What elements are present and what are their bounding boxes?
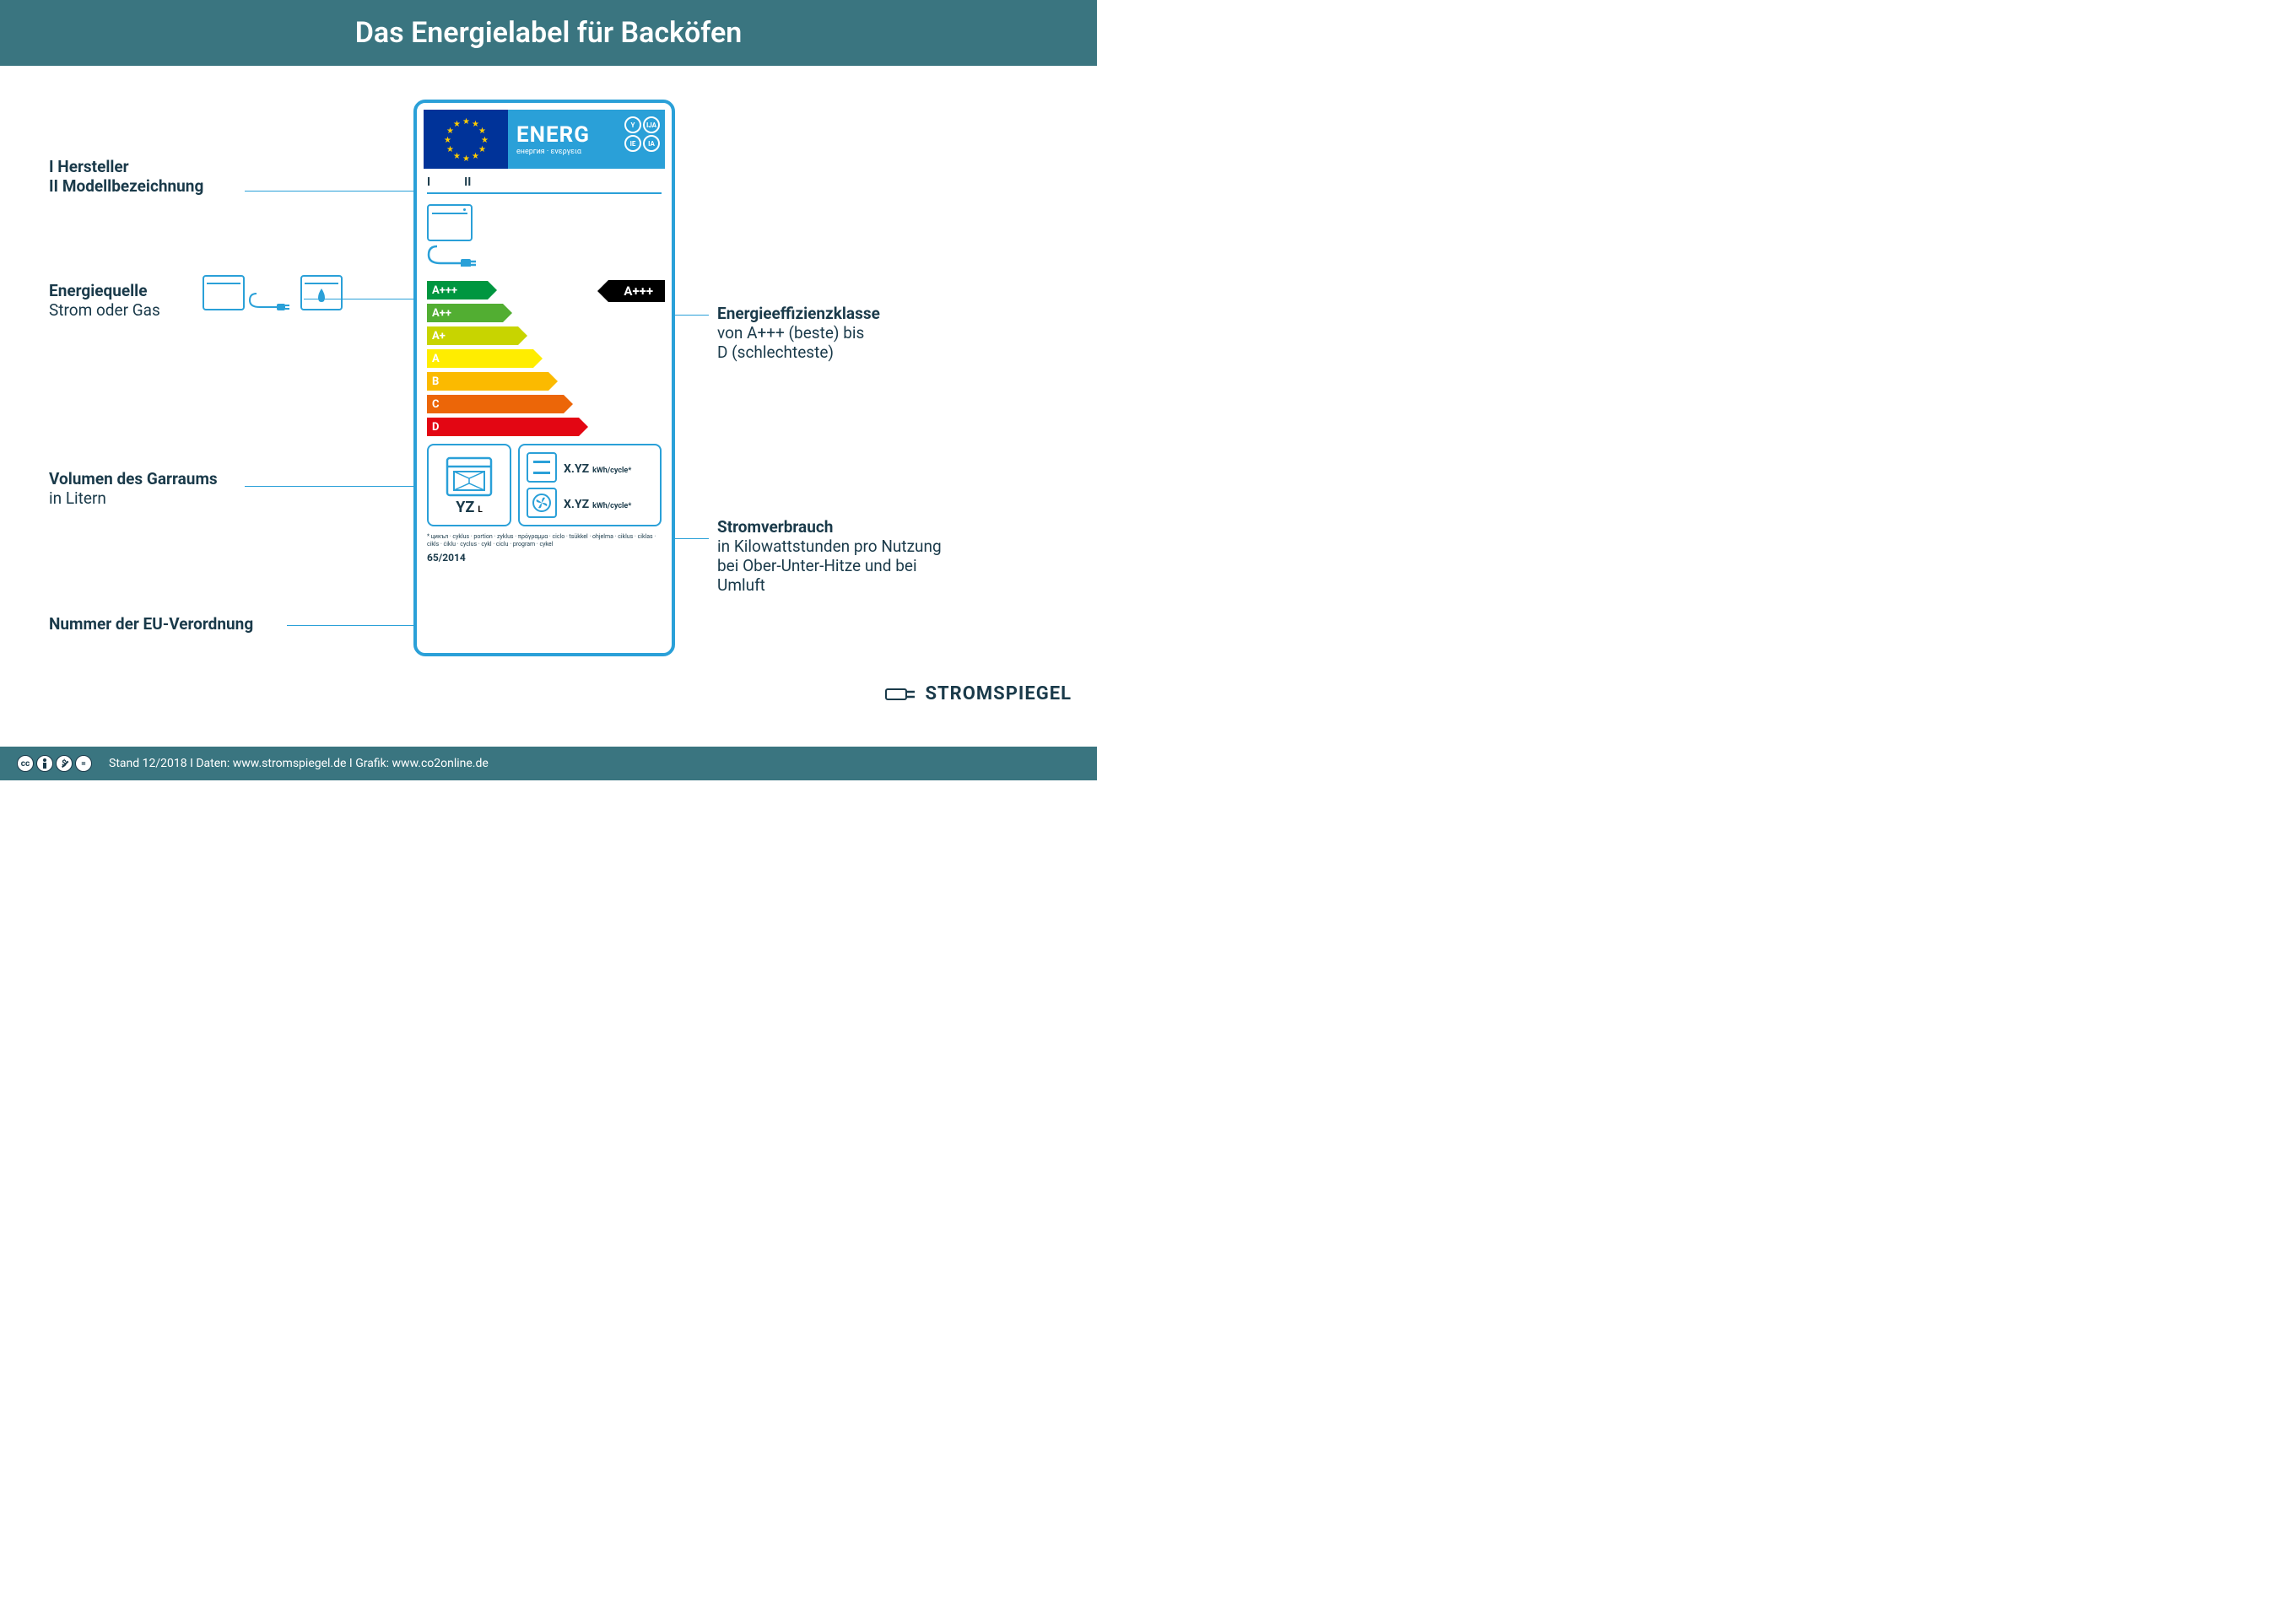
cc-license-icons: cc $= — [17, 755, 92, 772]
language-code: Y — [624, 116, 641, 133]
annotation-source: Energiequelle Strom oder Gas — [49, 281, 160, 320]
annotation-class: Energieeffizienzklasse von A+++ (beste) … — [717, 304, 880, 362]
gas-oven-icon — [300, 275, 343, 310]
footer: cc $= Stand 12/2018 I Daten: www.stromspi… — [0, 747, 1097, 780]
marker-model: II — [464, 175, 471, 189]
header: Das Energielabel für Backöfen — [0, 0, 1097, 66]
electric-oven-icon — [203, 275, 290, 314]
annotation-text: Strom oder Gas — [49, 300, 160, 320]
annotation-text: bei Ober-Unter-Hitze und bei — [717, 556, 942, 575]
annotation-text: II Modellbezeichnung — [49, 176, 203, 196]
annotation-text: von A+++ (beste) bis — [717, 323, 880, 343]
bottom-row: YZ L X.YZ kWh/cycle* X.YZ kWh/cycle* — [427, 444, 662, 526]
rating-bar: A — [427, 349, 533, 368]
footer-text: Stand 12/2018 I Daten: www.stromspiegel.… — [109, 757, 1080, 770]
rating-bar: A++ — [427, 304, 503, 322]
brand-text: STROMSPIEGEL — [925, 683, 1072, 704]
annotation-text: Umluft — [717, 575, 942, 595]
consumption-fan: X.YZ kWh/cycle* — [527, 488, 653, 518]
rating-row: D — [427, 417, 662, 437]
consumption-box: X.YZ kWh/cycle* X.YZ kWh/cycle* — [518, 444, 662, 526]
leader-line — [245, 191, 426, 192]
annotation-consumption: Stromverbrauch in Kilowattstunden pro Nu… — [717, 517, 942, 595]
rating-bar: B — [427, 372, 548, 391]
source-icons — [203, 275, 343, 314]
energ-box: ENERG енергия · ενεργεια YIJAIEIA — [508, 110, 665, 169]
language-code: IA — [643, 135, 660, 152]
main-area: I Hersteller II Modellbezeichnung Energi… — [0, 66, 1097, 747]
cc-icon: cc — [17, 755, 34, 772]
rating-row: A — [427, 348, 662, 369]
rating-row: C — [427, 394, 662, 414]
cc-icon — [36, 755, 53, 772]
marker-manufacturer: I — [427, 175, 430, 189]
rating-row: B — [427, 371, 662, 391]
infographic-container: Das Energielabel für Backöfen I Herstell… — [0, 0, 1097, 780]
annotation-text: I Hersteller — [49, 157, 203, 176]
language-code: IE — [624, 135, 641, 152]
rating-row: A++ — [427, 303, 662, 323]
model-line: I II — [427, 175, 662, 194]
annotation-manufacturer: I Hersteller II Modellbezeichnung — [49, 157, 203, 196]
annotation-volume: Volumen des Garraums in Litern — [49, 469, 218, 508]
volume-box: YZ L — [427, 444, 511, 526]
brand-logo: STROMSPIEGEL — [884, 683, 1072, 704]
energy-source-icon — [427, 204, 662, 270]
regulation-number: 65/2014 — [427, 552, 662, 564]
rating-bar: D — [427, 418, 579, 436]
annotation-text: Volumen des Garraums — [49, 469, 218, 488]
footnote-text: * цикъл · cyklus · portion · zyklus · πρ… — [427, 533, 662, 548]
annotation-text: Stromverbrauch — [717, 517, 942, 537]
annotation-text: in Kilowattstunden pro Nutzung — [717, 537, 942, 556]
annotation-text: Energiequelle — [49, 281, 160, 300]
plug-icon — [248, 292, 290, 310]
annotation-regulation: Nummer der EU-Verordnung — [49, 614, 253, 634]
oven-volume-icon — [444, 455, 494, 499]
volume-value: YZ L — [456, 499, 482, 516]
rating-bar: A+ — [427, 326, 518, 345]
fan-heat-icon — [527, 488, 557, 518]
rating-bar: C — [427, 395, 564, 413]
page-title: Das Energielabel für Backöfen — [355, 16, 742, 50]
language-code: IJA — [643, 116, 660, 133]
efficiency-class-pointer: A+++ — [608, 280, 665, 302]
conventional-heat-icon — [527, 452, 557, 483]
eu-flag-icon: ★★★★★★★★★★★★ — [424, 110, 508, 169]
language-codes: YIJAIEIA — [624, 116, 660, 152]
plug-icon — [884, 684, 918, 704]
rating-scale: A+++ A++ A+ ABCD A+++ — [427, 280, 662, 437]
annotation-text: Nummer der EU-Verordnung — [49, 614, 253, 634]
consumption-value: X.YZ kWh/cycle* — [564, 495, 631, 511]
consumption-conventional: X.YZ kWh/cycle* — [527, 452, 653, 483]
cc-icon: $ — [56, 755, 73, 772]
energy-label: ★★★★★★★★★★★★ ENERG енергия · ενεργεια YI… — [413, 100, 675, 656]
cc-icon: = — [75, 755, 92, 772]
rating-bar: A+++ — [427, 281, 488, 299]
label-header: ★★★★★★★★★★★★ ENERG енергия · ενεργεια YI… — [424, 110, 665, 169]
rating-row: A+ — [427, 326, 662, 346]
annotation-text: Energieeffizienzklasse — [717, 304, 880, 323]
annotation-text: in Litern — [49, 488, 218, 508]
consumption-value: X.YZ kWh/cycle* — [564, 460, 631, 476]
annotation-text: D (schlechteste) — [717, 343, 880, 362]
